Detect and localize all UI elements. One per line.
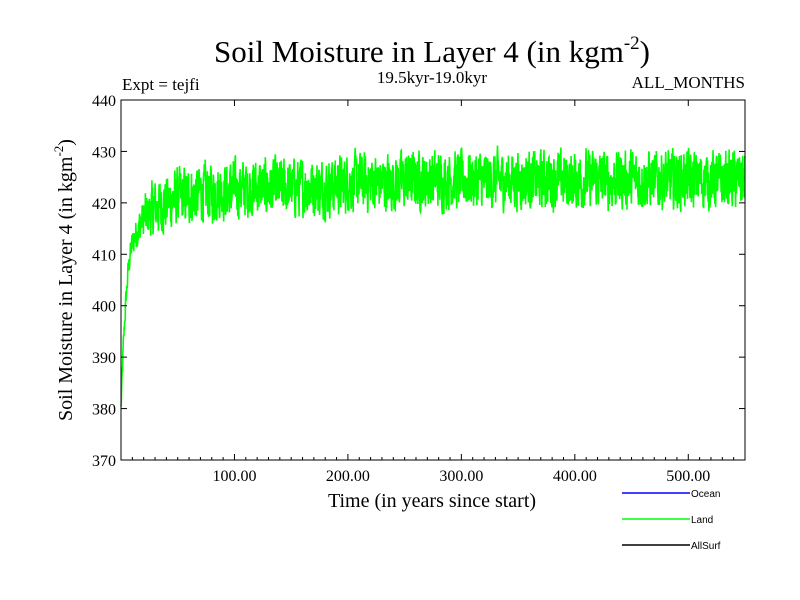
- y-tick-label: 390: [92, 350, 116, 367]
- x-tick-label: 400.00: [553, 468, 597, 485]
- legend-label-ocean: Ocean: [691, 489, 720, 500]
- plot-area: [120, 145, 746, 407]
- y-tick-label: 370: [92, 453, 116, 470]
- y-tick-label: 420: [92, 196, 116, 213]
- months-label: ALL_MONTHS: [632, 73, 745, 92]
- y-tick-label: 430: [92, 144, 116, 161]
- y-axis-label: Soil Moisture in Layer 4 (in kgm-2): [51, 139, 77, 421]
- chart-title: Soil Moisture in Layer 4 (in kgm-2): [214, 33, 650, 69]
- legend: Ocean Land AllSurf: [622, 489, 721, 552]
- x-axis-label: Time (in years since start): [328, 490, 536, 512]
- legend-label-allsurf: AllSurf: [691, 541, 721, 552]
- x-tick-label: 100.00: [212, 468, 256, 485]
- series-line-land: [120, 145, 746, 407]
- x-tick-label: 500.00: [666, 468, 710, 485]
- expt-label: Expt = tejfi: [122, 75, 200, 94]
- plot-frame: [120, 99, 746, 461]
- y-tick-label: 440: [92, 93, 116, 110]
- period-label: 19.5kyr-19.0kyr: [377, 68, 487, 87]
- legend-label-land: Land: [691, 515, 713, 526]
- y-tick-label: 400: [92, 299, 116, 316]
- y-tick-label: 380: [92, 402, 116, 419]
- axis-ticks: 370 380 390 400 410 420 430 440 100.00 200.00 300.…: [92, 93, 745, 485]
- x-tick-label: 200.00: [326, 468, 370, 485]
- x-tick-label: 300.00: [439, 468, 483, 485]
- y-tick-label: 410: [92, 247, 116, 264]
